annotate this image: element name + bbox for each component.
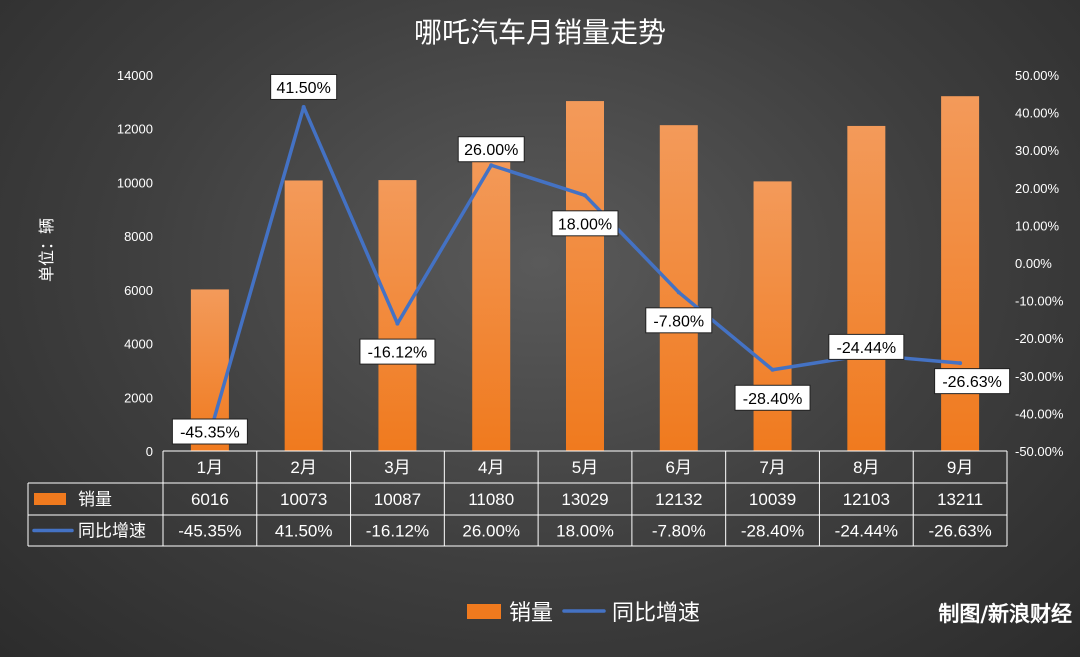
- table-cell: 12103: [843, 490, 890, 509]
- y-left-tick-label: 6000: [124, 283, 153, 298]
- y-right-tick-label: -10.00%: [1015, 294, 1064, 309]
- bar: [472, 153, 511, 451]
- table-cell: 12132: [655, 490, 702, 509]
- data-label-box: [457, 136, 525, 163]
- line-point: [958, 361, 963, 366]
- y-right-tick-label: -20.00%: [1015, 331, 1064, 346]
- left-axis: 0 2000 4000 6000 8000 10000 12000 14000: [117, 68, 153, 459]
- y-right-tick-label: 0.00%: [1015, 256, 1052, 271]
- y-left-tick-label: 8000: [124, 229, 153, 244]
- data-label: 26.00%: [464, 142, 518, 159]
- y-left-tick-label: 0: [146, 444, 153, 459]
- category-label: 5月: [572, 458, 598, 477]
- y-right-tick-label: -50.00%: [1015, 444, 1064, 459]
- bars: [190, 96, 980, 452]
- category-label: 9月: [947, 458, 973, 477]
- data-label-box: [171, 418, 248, 445]
- data-label: -26.63%: [942, 374, 1002, 391]
- legend: 销量 同比增速: [467, 601, 700, 626]
- table-cell: -28.40%: [741, 522, 804, 541]
- category-label: 8月: [853, 458, 879, 477]
- bar: [941, 96, 980, 452]
- table-cell: 10073: [280, 490, 327, 509]
- table-cell: 41.50%: [275, 522, 333, 541]
- credit-text: 制图/新浪财经: [938, 601, 1072, 626]
- bar: [659, 125, 698, 452]
- category-label: 6月: [666, 458, 692, 477]
- table-cell: 10039: [749, 490, 796, 509]
- table-cell: 13029: [561, 490, 608, 509]
- data-label-box: [828, 333, 905, 360]
- data-labels: -45.35% 41.50% -16.12% 26.00% 18.00% -7.80% -2…: [171, 73, 1011, 445]
- y-right-tick-label: 40.00%: [1015, 106, 1060, 121]
- data-label: -16.12%: [368, 345, 428, 362]
- data-label: 41.50%: [277, 80, 331, 97]
- table-cell: -7.80%: [652, 522, 706, 541]
- line-point: [770, 367, 775, 372]
- data-label: -24.44%: [837, 340, 897, 357]
- table-cell: 11080: [468, 490, 514, 509]
- data-label-box: [645, 307, 713, 334]
- y-left-tick-label: 12000: [117, 122, 153, 137]
- line-point: [583, 193, 587, 198]
- y-right-tick-label: -40.00%: [1015, 406, 1064, 421]
- category-label: 4月: [478, 458, 504, 477]
- legend-label-growth: 同比增速: [612, 601, 700, 626]
- table-cell: 10087: [374, 490, 421, 509]
- data-label-box: [270, 73, 338, 100]
- y-right-tick-label: -30.00%: [1015, 369, 1064, 384]
- y-axis-label: 单位：辆: [37, 218, 56, 282]
- table-cell: 18.00%: [556, 522, 614, 541]
- line-point: [301, 104, 306, 109]
- data-label-box: [359, 338, 436, 365]
- bar: [847, 125, 886, 451]
- y-left-tick-label: 10000: [117, 175, 153, 190]
- category-label: 2月: [290, 458, 316, 477]
- y-right-tick-label: 20.00%: [1015, 181, 1060, 196]
- category-label: 7月: [759, 458, 785, 477]
- legend-label-sales: 销量: [509, 601, 553, 626]
- table-legend-bar-key: [34, 493, 66, 505]
- table-cell: 26.00%: [462, 522, 520, 541]
- bar: [378, 180, 417, 452]
- y-left-tick-label: 14000: [117, 68, 153, 83]
- table-row-header: 同比增速: [78, 522, 146, 541]
- data-label: -45.35%: [180, 425, 240, 442]
- data-label-box: [551, 210, 619, 237]
- data-label-box: [934, 368, 1011, 395]
- line-point: [489, 163, 494, 168]
- table-cell: 13211: [937, 490, 983, 509]
- data-label-box: [734, 384, 811, 411]
- line-point: [395, 321, 400, 326]
- table-row-header: 销量: [78, 490, 112, 509]
- data-label: -7.80%: [653, 313, 704, 330]
- bar: [284, 180, 323, 451]
- data-label: -28.40%: [743, 391, 803, 408]
- line-point: [676, 290, 681, 295]
- data-label: 18.00%: [558, 216, 612, 233]
- chart-title: 哪吒汽车月销量走势: [414, 16, 666, 49]
- right-axis: -50.00% -40.00% -30.00% -20.00% -10.00% 0.00%…: [1015, 68, 1064, 459]
- table-cell: -16.12%: [366, 522, 429, 541]
- table-cell: -26.63%: [928, 522, 991, 541]
- category-label: 3月: [384, 458, 410, 477]
- y-right-tick-label: 50.00%: [1015, 68, 1060, 83]
- y-left-tick-label: 2000: [124, 390, 153, 405]
- table-cell: -24.44%: [835, 522, 898, 541]
- y-right-tick-label: 10.00%: [1015, 218, 1060, 233]
- bar: [566, 101, 604, 452]
- category-label: 1月: [197, 458, 223, 477]
- table-cell: 6016: [191, 490, 229, 509]
- y-right-tick-label: 30.00%: [1015, 143, 1060, 158]
- legend-bar-swatch: [467, 604, 501, 619]
- y-left-tick-label: 4000: [124, 337, 153, 352]
- table-cell: -45.35%: [178, 522, 241, 541]
